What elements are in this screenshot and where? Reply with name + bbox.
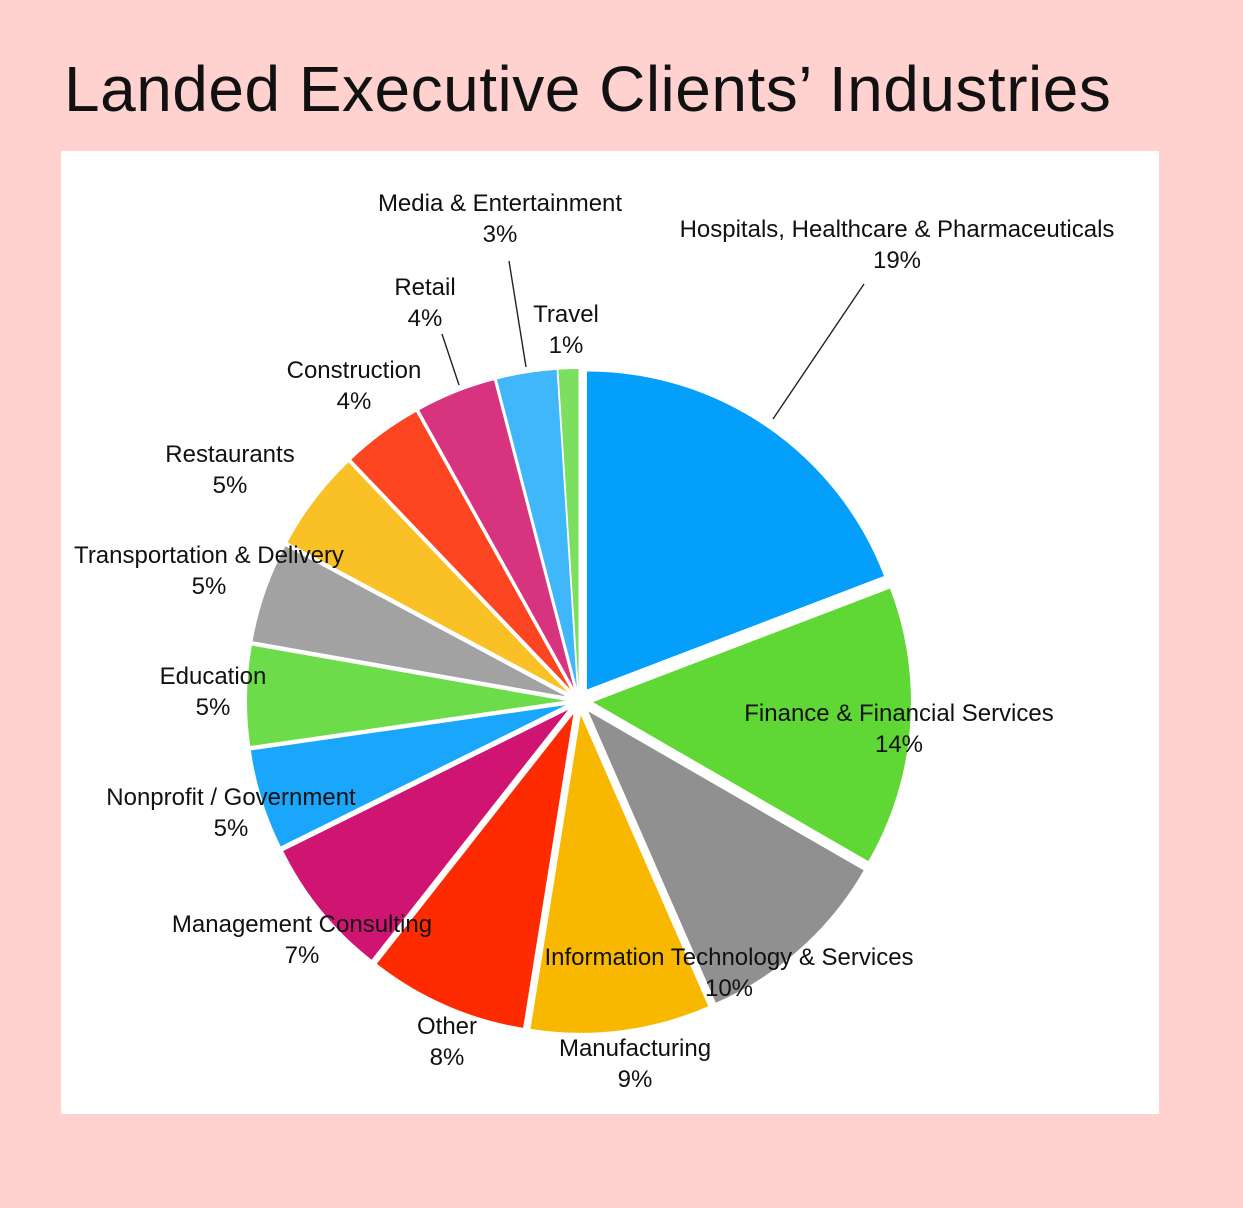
slice-label: Media & Entertainment 3% — [378, 190, 622, 248]
slice-label-percent: 7% — [285, 942, 320, 969]
slice-label-name: Hospitals, Healthcare & Pharmaceuticals — [680, 216, 1115, 243]
pie-slice — [558, 369, 579, 688]
pie-slice — [287, 462, 568, 693]
leader-line — [772, 283, 865, 420]
slice-label: Nonprofit / Government 5% — [106, 784, 356, 842]
slice-label: Finance & Financial Services 14% — [744, 700, 1053, 758]
pie-slices — [247, 369, 911, 1033]
slice-label-name: Retail — [394, 274, 455, 301]
slice-label: Construction 4% — [287, 357, 422, 415]
pie-slice — [351, 411, 571, 690]
pie-slice — [530, 714, 709, 1033]
pie-slice — [247, 645, 566, 747]
slice-label: Transportation & Delivery 5% — [74, 542, 344, 600]
slice-label-percent: 1% — [549, 332, 584, 359]
slice-label-percent: 3% — [483, 221, 518, 248]
slice-label-name: Construction — [287, 357, 422, 384]
slice-label-name: Restaurants — [165, 441, 294, 468]
slice-label-percent: 5% — [213, 472, 248, 499]
chart-panel: Hospitals, Healthcare & Pharmaceuticals 1… — [61, 151, 1159, 1114]
slice-label-percent: 4% — [408, 305, 443, 332]
slice-label-name: Manufacturing — [559, 1035, 711, 1062]
pie-slice — [283, 709, 569, 960]
slice-label-percent: 5% — [192, 573, 227, 600]
pie-slice — [586, 371, 884, 690]
slice-label-name: Travel — [533, 301, 599, 328]
slice-label-name: Information Technology & Services — [544, 944, 913, 971]
slice-label: Information Technology & Services 10% — [544, 944, 913, 1002]
slice-label-percent: 14% — [875, 731, 923, 758]
slice-label: Restaurants 5% — [165, 441, 294, 499]
pie-slice — [588, 711, 864, 1003]
slice-label: Education 5% — [160, 663, 267, 721]
slice-label-percent: 10% — [705, 975, 753, 1002]
slice-label-name: Other — [417, 1013, 477, 1040]
slice-label-percent: 5% — [196, 694, 231, 721]
slice-label: Retail 4% — [394, 274, 455, 332]
slice-label-name: Management Consulting — [172, 911, 432, 938]
pie-slice — [592, 588, 911, 862]
slice-label-name: Transportation & Delivery — [74, 542, 344, 569]
slice-label: Travel 1% — [533, 301, 599, 359]
pie-slice — [252, 546, 566, 697]
pie-slice — [419, 380, 574, 689]
pie-slice — [376, 713, 574, 1028]
slice-label-name: Finance & Financial Services — [744, 700, 1053, 727]
pie-chart: Hospitals, Healthcare & Pharmaceuticals 1… — [74, 190, 1115, 1093]
slice-label-name: Media & Entertainment — [378, 190, 622, 217]
slice-label: Other 8% — [417, 1013, 477, 1071]
slice-label-name: Education — [160, 663, 267, 690]
slice-label-percent: 5% — [214, 815, 249, 842]
slice-label-percent: 4% — [337, 388, 372, 415]
slice-label: Manufacturing 9% — [559, 1035, 711, 1093]
pie-slice — [496, 369, 577, 688]
slice-label: Management Consulting 7% — [172, 911, 432, 969]
slice-label-percent: 19% — [873, 247, 921, 274]
chart-title: Landed Executive Clients’ Industries — [64, 53, 1112, 125]
slice-label-percent: 8% — [430, 1044, 465, 1071]
slice-label-name: Nonprofit / Government — [106, 784, 356, 811]
leader-line — [508, 260, 527, 368]
pie-slice — [250, 705, 566, 847]
leader-line — [441, 333, 460, 386]
slice-label-percent: 9% — [618, 1066, 653, 1093]
slice-label: Hospitals, Healthcare & Pharmaceuticals 1… — [680, 216, 1115, 274]
